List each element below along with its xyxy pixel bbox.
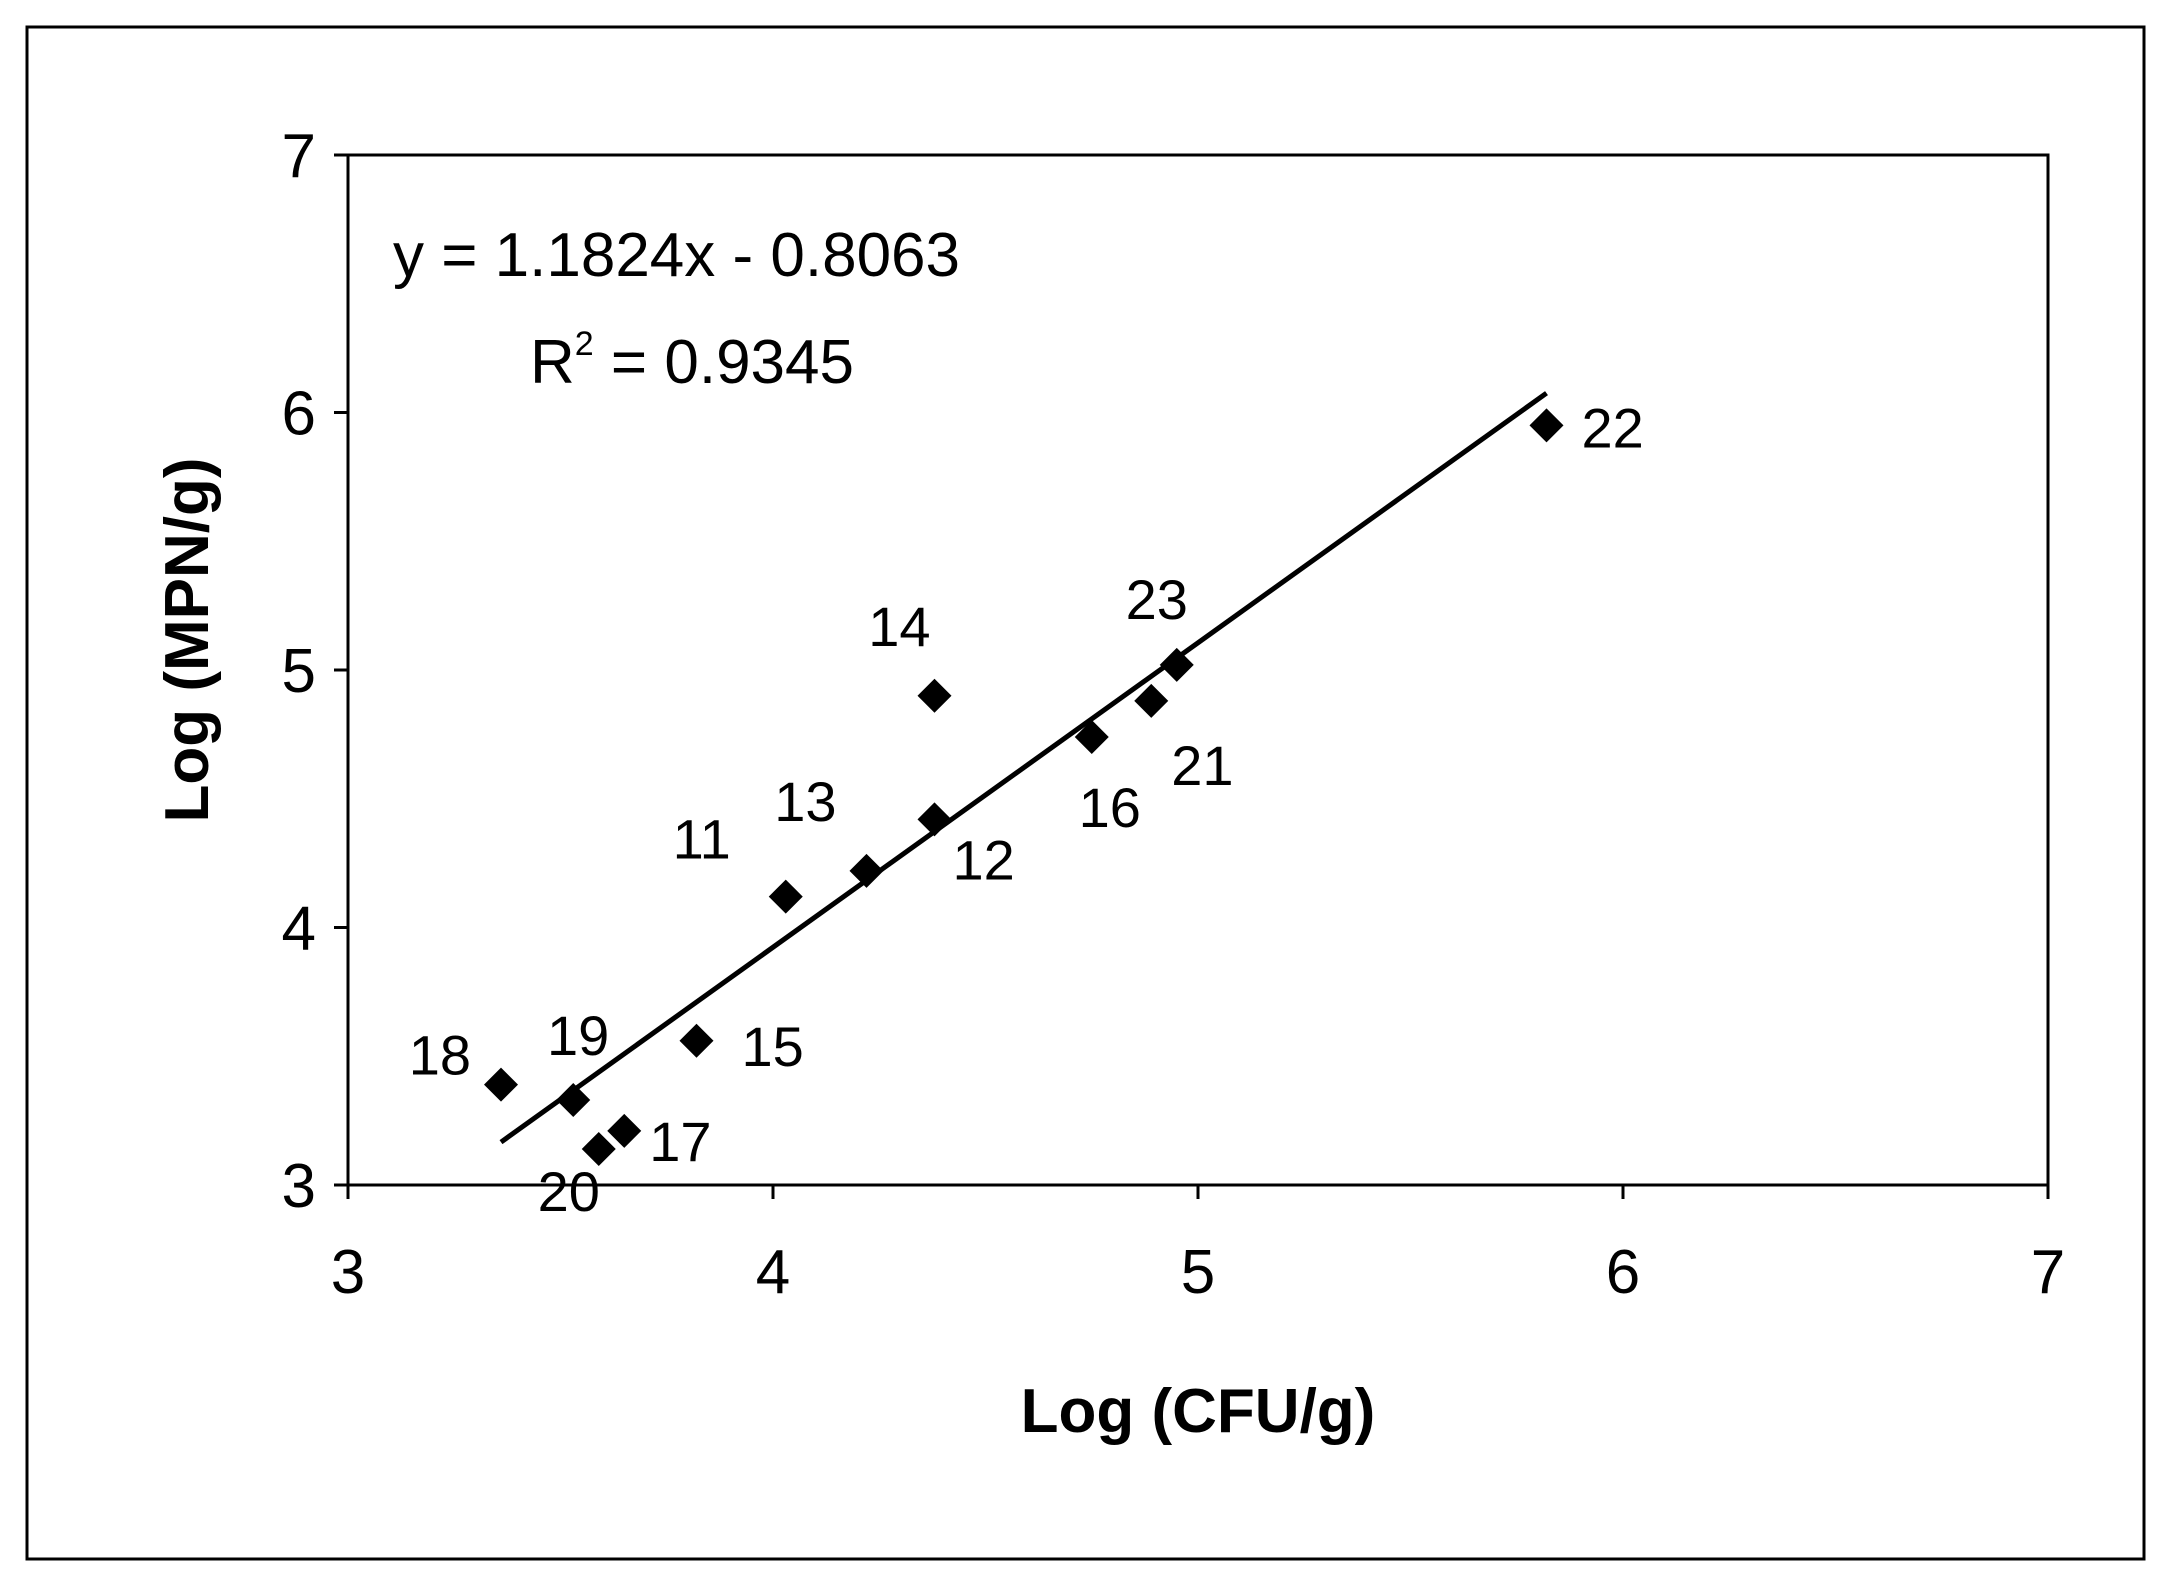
data-point-15 — [679, 1023, 714, 1058]
x-tick-label: 3 — [331, 1238, 365, 1307]
data-point-label-21: 21 — [1171, 734, 1233, 797]
chart-area-border — [25, 25, 2146, 1561]
r-squared-value: = 0.9345 — [594, 328, 854, 397]
data-point-label-11: 11 — [673, 808, 731, 871]
x-axis-title: Log (CFU/g) — [1021, 1377, 1376, 1446]
data-point-14 — [917, 678, 952, 713]
data-point-label-14: 14 — [868, 595, 930, 658]
data-point-16 — [1074, 719, 1109, 754]
data-point-label-13: 13 — [774, 770, 836, 833]
y-tick-label: 3 — [282, 1152, 316, 1221]
x-axis-ticks: 3 4 5 6 7 — [331, 1185, 2065, 1307]
data-point-19 — [556, 1083, 591, 1118]
data-point-label-17: 17 — [649, 1110, 711, 1173]
data-point-20 — [581, 1131, 616, 1166]
data-point-label-19: 19 — [547, 1004, 609, 1067]
data-points: 11 12 13 14 15 16 17 18 19 20 21 22 23 — [409, 396, 1644, 1223]
x-tick-label: 6 — [1606, 1238, 1640, 1307]
data-point-13 — [849, 853, 884, 888]
data-point-21 — [1134, 683, 1169, 718]
data-point-11 — [768, 879, 803, 914]
y-tick-label: 6 — [282, 380, 316, 449]
data-point-22 — [1529, 408, 1564, 443]
y-axis-ticks: 3 4 5 6 7 — [282, 122, 348, 1221]
data-point-label-16: 16 — [1079, 776, 1141, 839]
data-point-18 — [484, 1067, 518, 1102]
data-point-label-18: 18 — [409, 1024, 471, 1087]
r-squared-superscript: 2 — [575, 325, 594, 363]
x-tick-label: 4 — [756, 1238, 790, 1307]
x-tick-label: 7 — [2031, 1238, 2065, 1307]
y-tick-label: 4 — [282, 895, 316, 964]
r-squared-prefix: R — [530, 328, 575, 397]
r-squared-label: R2 = 0.9345 — [530, 325, 854, 397]
data-point-label-23: 23 — [1126, 568, 1188, 631]
y-tick-label: 7 — [282, 122, 316, 191]
x-tick-label: 5 — [1181, 1238, 1215, 1307]
data-point-label-22: 22 — [1582, 396, 1644, 459]
y-axis-title: Log (MPN/g) — [153, 457, 222, 822]
data-point-12 — [917, 802, 952, 837]
data-point-label-15: 15 — [742, 1015, 804, 1078]
data-point-label-20: 20 — [538, 1160, 600, 1223]
data-point-23 — [1159, 647, 1194, 682]
data-point-17 — [607, 1113, 642, 1148]
y-tick-label: 5 — [282, 637, 316, 706]
trendline — [499, 391, 1548, 1145]
data-point-label-12: 12 — [953, 828, 1015, 891]
trendline-equation: y = 1.1824x - 0.8063 — [393, 221, 960, 290]
